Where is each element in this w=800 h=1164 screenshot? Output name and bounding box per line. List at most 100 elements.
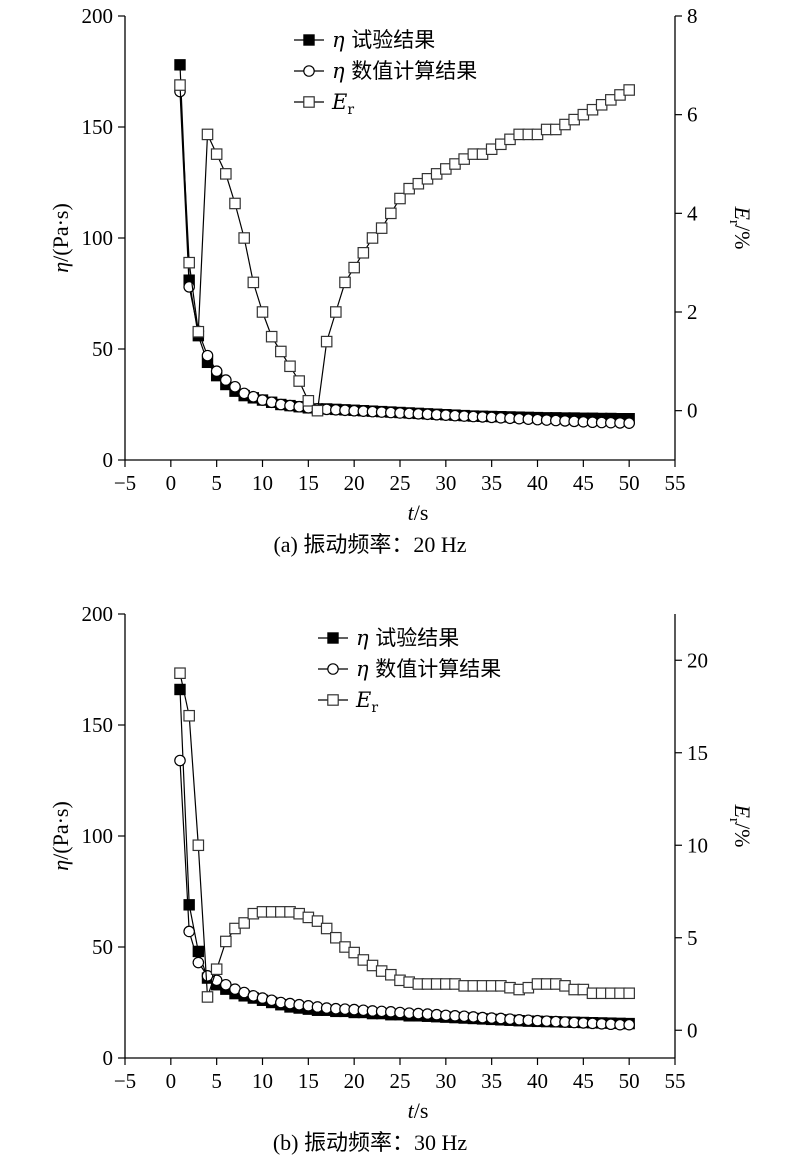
legend-label: η 数值计算结果 bbox=[332, 59, 477, 83]
data-point bbox=[293, 375, 305, 387]
right-y-tick-label: 10 bbox=[687, 833, 708, 857]
data-point bbox=[220, 168, 232, 180]
x-tick-label: 20 bbox=[344, 471, 365, 495]
legend-marker bbox=[327, 632, 339, 644]
legend: η 试验结果 η 数值计算结果 Er bbox=[294, 28, 477, 118]
x-tick-label: 40 bbox=[527, 471, 548, 495]
data-point bbox=[192, 325, 205, 338]
series-line bbox=[179, 85, 630, 413]
data-point bbox=[238, 232, 250, 244]
legend: η 试验结果 η 数值计算结果 Er bbox=[318, 626, 501, 716]
data-point bbox=[229, 380, 241, 393]
x-tick-label: −5 bbox=[114, 1069, 136, 1093]
x-tick-label: 5 bbox=[211, 1069, 222, 1093]
x-tick-label: 45 bbox=[573, 1069, 594, 1093]
data-point bbox=[174, 79, 186, 91]
data-point bbox=[275, 345, 287, 358]
x-tick-label: 20 bbox=[344, 1069, 365, 1093]
x-tick-label: 5 bbox=[211, 471, 222, 495]
data-point bbox=[265, 330, 278, 343]
data-point bbox=[201, 349, 214, 362]
data-point bbox=[210, 148, 223, 160]
data-point bbox=[339, 276, 351, 289]
data-point bbox=[623, 987, 635, 1000]
data-point bbox=[220, 978, 232, 991]
x-tick-label: 45 bbox=[573, 471, 594, 495]
data-point bbox=[302, 395, 315, 407]
right-y-tick-label: 8 bbox=[687, 4, 698, 28]
data-point bbox=[320, 335, 333, 348]
left-y-tick-label: 150 bbox=[82, 115, 114, 139]
data-point bbox=[210, 963, 223, 975]
x-tick-label: 55 bbox=[665, 471, 686, 495]
right-y-tick-label: 5 bbox=[687, 926, 698, 950]
data-point bbox=[201, 128, 214, 141]
series-line bbox=[179, 689, 630, 1025]
x-tick-label: 15 bbox=[298, 1069, 319, 1093]
data-point bbox=[284, 360, 296, 373]
data-point bbox=[174, 683, 186, 696]
data-point bbox=[220, 935, 232, 948]
x-axis-label: t/s bbox=[408, 500, 429, 525]
data-point bbox=[174, 754, 186, 767]
data-point bbox=[348, 946, 360, 959]
x-tick-label: 50 bbox=[619, 1069, 640, 1093]
series-3-open-square bbox=[174, 667, 635, 1003]
x-tick-label: 30 bbox=[435, 1069, 456, 1093]
data-point bbox=[183, 899, 195, 911]
right-y-axis-label: Er/% bbox=[726, 804, 755, 848]
x-tick-label: 25 bbox=[390, 1069, 411, 1093]
data-point bbox=[201, 970, 214, 982]
data-point bbox=[623, 417, 635, 429]
x-tick-label: 0 bbox=[166, 1069, 177, 1093]
left-y-tick-label: 0 bbox=[103, 1046, 114, 1070]
legend-label: η 试验结果 bbox=[356, 626, 459, 650]
series-line bbox=[179, 91, 630, 424]
data-point bbox=[311, 404, 324, 417]
series-3-open-square bbox=[174, 79, 635, 417]
x-tick-label: 25 bbox=[390, 471, 411, 495]
legend-label: Er bbox=[331, 90, 354, 118]
data-point bbox=[256, 306, 269, 318]
chart-panel-a: −5 0 5 10 15 20 25 30 35 40 45 50 550501001502000246… bbox=[48, 4, 755, 557]
right-y-tick-label: 20 bbox=[687, 648, 708, 672]
right-y-axis-label: Er/% bbox=[726, 206, 755, 250]
x-tick-label: 0 bbox=[166, 471, 177, 495]
x-tick-label: 55 bbox=[665, 1069, 686, 1093]
legend-marker bbox=[327, 694, 339, 706]
left-y-axis-label: η/(Pa·s) bbox=[48, 203, 73, 273]
data-point bbox=[220, 374, 232, 386]
data-point bbox=[330, 931, 342, 944]
data-point bbox=[210, 365, 223, 377]
chart-panel-b: −5 0 5 10 15 20 25 30 35 40 45 50 550501001502000510… bbox=[48, 602, 755, 1155]
panel-caption-b: (b) 振动频率：30 Hz bbox=[273, 1130, 468, 1155]
x-tick-label: 35 bbox=[481, 471, 502, 495]
data-point bbox=[183, 256, 195, 269]
x-tick-label: 15 bbox=[298, 471, 319, 495]
left-y-tick-label: 150 bbox=[82, 713, 114, 737]
right-y-tick-label: 6 bbox=[687, 103, 698, 127]
x-tick-label: 35 bbox=[481, 1069, 502, 1093]
data-point bbox=[192, 839, 205, 852]
x-tick-label: 40 bbox=[527, 1069, 548, 1093]
panel-caption-a: (a) 振动频率：20 Hz bbox=[273, 532, 466, 557]
legend-marker bbox=[303, 65, 315, 77]
data-point bbox=[192, 956, 205, 969]
series-line bbox=[179, 673, 630, 998]
x-tick-label: 30 bbox=[435, 471, 456, 495]
x-tick-label: 10 bbox=[252, 471, 273, 495]
legend-marker bbox=[327, 663, 339, 675]
data-point bbox=[311, 915, 324, 927]
data-point bbox=[320, 922, 333, 935]
data-point bbox=[623, 84, 635, 96]
left-y-tick-label: 200 bbox=[82, 602, 114, 626]
legend-label: η 试验结果 bbox=[332, 28, 435, 52]
data-point bbox=[238, 917, 250, 929]
left-y-tick-label: 50 bbox=[92, 337, 113, 361]
left-y-tick-label: 100 bbox=[82, 824, 114, 848]
series-2-open-circle bbox=[174, 85, 635, 429]
data-point bbox=[247, 276, 260, 289]
data-point bbox=[229, 197, 241, 210]
data-point bbox=[348, 261, 360, 274]
